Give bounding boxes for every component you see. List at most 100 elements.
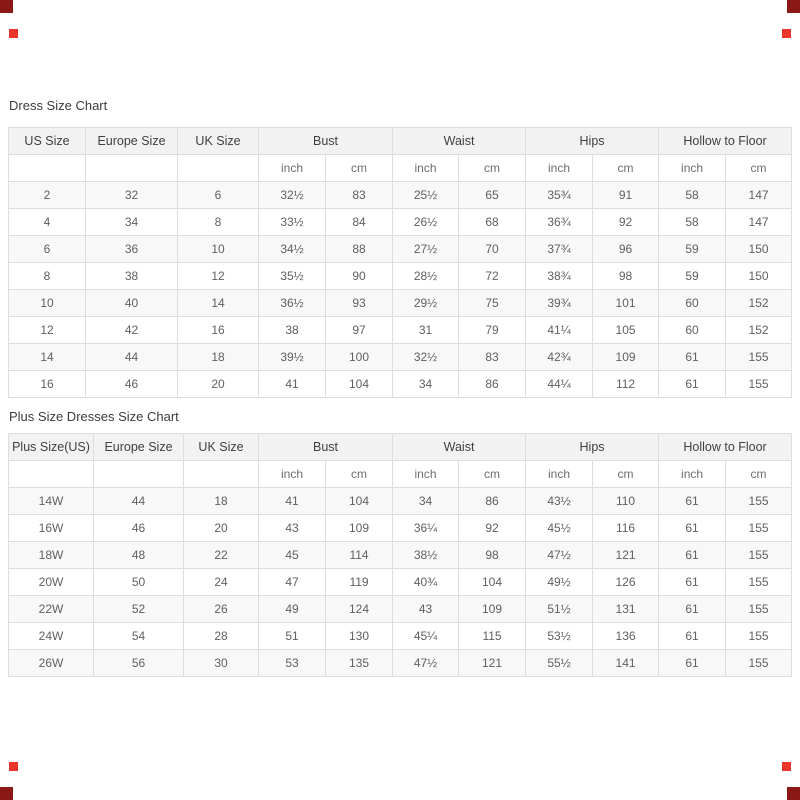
- table-cell: 18: [183, 487, 259, 515]
- table-cell: 72: [458, 262, 527, 290]
- table-cell: 150: [725, 262, 793, 290]
- table-row: 14 44 18 39½ 100 32½ 83 42¾ 109 61 155: [8, 343, 793, 371]
- table-row: 4 34 8 33½ 84 26½ 68 36¾ 92 58 147: [8, 208, 793, 236]
- unit-header-inch: inch: [525, 154, 594, 182]
- col-header-uk-size: UK Size: [177, 127, 259, 155]
- table-cell: 75: [458, 289, 527, 317]
- table-cell: 26W: [8, 649, 94, 677]
- empty-header: [177, 154, 259, 182]
- table-cell: 37¾: [525, 235, 594, 263]
- table-cell: 40: [85, 289, 178, 317]
- table-cell: 115: [458, 622, 527, 650]
- table-row: 6 36 10 34½ 88 27½ 70 37¾ 96 59 150: [8, 235, 793, 263]
- table-cell: 31: [392, 316, 460, 344]
- table-cell: 131: [592, 595, 660, 623]
- table-cell: 136: [592, 622, 660, 650]
- table-cell: 124: [324, 595, 394, 623]
- table-cell: 34½: [258, 235, 326, 263]
- unit-header-cm: cm: [725, 460, 793, 488]
- table-cell: 32½: [258, 181, 326, 209]
- unit-header-row: inch cm inch cm inch cm inch cm: [8, 154, 793, 182]
- table-cell: 26: [183, 595, 259, 623]
- table-cell: 109: [458, 595, 527, 623]
- group-header-bust: Bust: [257, 127, 394, 155]
- table-row: 20W 50 24 47 119 40¾ 104 49½ 126 61 155: [8, 568, 793, 596]
- table-cell: 18: [177, 343, 259, 371]
- table-cell: 101: [592, 289, 660, 317]
- col-header-europe-size: Europe Size: [85, 127, 178, 155]
- table-cell: 104: [324, 487, 394, 515]
- dress-size-table-body: 2 32 6 32½ 83 25½ 65 35¾ 91 58 147 4 34 8 33½ 84 26½ 68 36…: [8, 181, 793, 398]
- table-cell: 20W: [8, 568, 94, 596]
- table-cell: 20: [183, 514, 259, 542]
- unit-header-inch: inch: [392, 460, 460, 488]
- table-row: 24W 54 28 51 130 45¼ 115 53½ 136 61 155: [8, 622, 793, 650]
- table-cell: 155: [725, 568, 793, 596]
- group-header-hips: Hips: [525, 433, 660, 461]
- table-cell: 56: [93, 649, 184, 677]
- table-cell: 50: [93, 568, 184, 596]
- table-cell: 92: [592, 208, 660, 236]
- table-cell: 22W: [8, 595, 94, 623]
- table-cell: 150: [725, 235, 793, 263]
- table-cell: 36½: [258, 289, 326, 317]
- table-cell: 48: [93, 541, 184, 569]
- table-cell: 104: [458, 568, 527, 596]
- unit-header-cm: cm: [324, 460, 394, 488]
- table-cell: 49½: [525, 568, 594, 596]
- empty-header: [8, 154, 86, 182]
- table-cell: 59: [658, 262, 727, 290]
- unit-header-inch: inch: [258, 460, 326, 488]
- table-cell: 42: [85, 316, 178, 344]
- table-cell: 35½: [258, 262, 326, 290]
- table-cell: 55½: [525, 649, 594, 677]
- table-row: 26W 56 30 53 135 47½ 121 55½ 141 61 155: [8, 649, 793, 677]
- table-row: 2 32 6 32½ 83 25½ 65 35¾ 91 58 147: [8, 181, 793, 209]
- table-cell: 110: [592, 487, 660, 515]
- table-cell: 45: [258, 541, 326, 569]
- empty-header: [85, 154, 178, 182]
- table-cell: 93: [324, 289, 394, 317]
- table-cell: 61: [658, 514, 727, 542]
- table-cell: 53½: [525, 622, 594, 650]
- table-cell: 6: [177, 181, 259, 209]
- table-cell: 35¾: [525, 181, 594, 209]
- table-cell: 83: [458, 343, 527, 371]
- unit-header-inch: inch: [525, 460, 594, 488]
- table-cell: 25½: [392, 181, 460, 209]
- table-cell: 10: [177, 235, 259, 263]
- table-cell: 32½: [392, 343, 460, 371]
- table-cell: 121: [592, 541, 660, 569]
- table-cell: 22: [183, 541, 259, 569]
- col-header-uk-size: UK Size: [183, 433, 259, 461]
- table-cell: 52: [93, 595, 184, 623]
- table-cell: 47½: [392, 649, 460, 677]
- header-row: Plus Size(US) Europe Size UK Size Bust W…: [8, 433, 793, 461]
- col-header-plus-size-us: Plus Size(US): [8, 433, 94, 461]
- unit-header-inch: inch: [658, 460, 727, 488]
- table-row: 16W 46 20 43 109 36¼ 92 45½ 116 61 155: [8, 514, 793, 542]
- size-charts-content: Dress Size Chart US Size Europe Size UK …: [8, 98, 793, 677]
- group-header-waist: Waist: [392, 433, 527, 461]
- table-cell: 155: [725, 487, 793, 515]
- group-header-hollow-to-floor: Hollow to Floor: [658, 433, 793, 461]
- table-cell: 29½: [392, 289, 460, 317]
- table-cell: 100: [324, 343, 394, 371]
- table-cell: 98: [458, 541, 527, 569]
- table-cell: 109: [592, 343, 660, 371]
- corner-marker-bottom-left-inner: [9, 762, 18, 771]
- table-cell: 96: [592, 235, 660, 263]
- table-cell: 147: [725, 181, 793, 209]
- table-cell: 130: [324, 622, 394, 650]
- table-cell: 14W: [8, 487, 94, 515]
- table-cell: 42¾: [525, 343, 594, 371]
- group-header-bust: Bust: [257, 433, 394, 461]
- table-cell: 60: [658, 289, 727, 317]
- table-cell: 126: [592, 568, 660, 596]
- table-cell: 105: [592, 316, 660, 344]
- table-cell: 155: [725, 514, 793, 542]
- table-cell: 6: [8, 235, 86, 263]
- table-cell: 58: [658, 181, 727, 209]
- table-cell: 152: [725, 316, 793, 344]
- table-cell: 51: [258, 622, 326, 650]
